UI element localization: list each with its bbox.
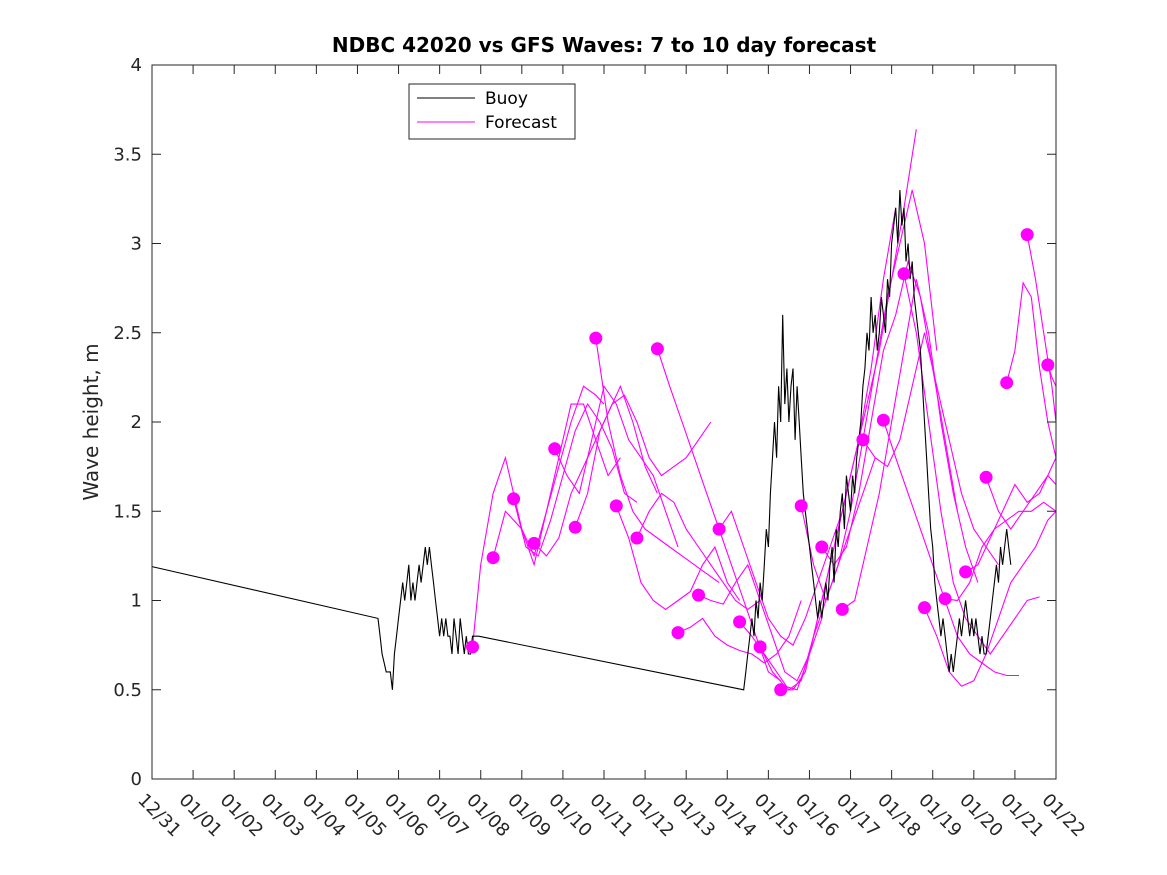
forecast-start-marker: [671, 626, 685, 640]
forecast-line-20: [862, 332, 999, 566]
x-tick-label: 01/13: [668, 790, 720, 842]
forecast-line-11: [677, 600, 802, 664]
forecast-markers: [466, 228, 1055, 697]
forecast-start-marker: [1041, 358, 1055, 372]
x-tick-label: 01/21: [996, 790, 1048, 842]
y-tick-label: 2.5: [113, 323, 142, 344]
x-tick-label: 01/20: [955, 790, 1007, 842]
forecast-start-marker: [774, 683, 788, 697]
forecast-line-19: [841, 279, 979, 610]
forecast-start-marker: [486, 551, 500, 565]
x-tick-label: 01/07: [421, 790, 473, 842]
forecast-line-16: [780, 129, 917, 691]
x-tick-label: 01/01: [175, 790, 227, 842]
x-tick-label: 12/31: [133, 790, 185, 842]
forecast-start-marker: [733, 615, 747, 629]
legend: Buoy Forecast: [408, 83, 576, 140]
forecast-start-marker: [1000, 376, 1014, 390]
forecast-line-23: [923, 510, 1057, 687]
legend-label-buoy: Buoy: [485, 89, 528, 109]
x-tick-label: 01/22: [1037, 790, 1089, 842]
forecast-start-marker: [753, 640, 767, 654]
y-tick-label: 3.5: [113, 144, 142, 165]
forecast-start-marker: [650, 342, 664, 356]
forecast-line-22: [903, 273, 1040, 655]
x-tick-label: 01/04: [298, 790, 350, 842]
x-tick-label: 01/02: [216, 790, 268, 842]
y-tick-label: 2: [131, 412, 142, 433]
forecast-start-marker: [548, 442, 562, 456]
y-tick-label: 1.5: [113, 501, 142, 522]
forecast-start-marker: [959, 565, 973, 579]
forecast-start-marker: [630, 531, 644, 545]
forecast-start-marker: [589, 331, 603, 345]
x-tick-label: 01/09: [503, 790, 555, 842]
forecast-line-12: [698, 563, 823, 682]
x-tick-label: 01/18: [873, 790, 925, 842]
forecast-line-26: [985, 474, 1057, 531]
forecast-line-8: [615, 505, 741, 611]
forecast-start-marker: [897, 267, 911, 281]
forecast-line-17: [800, 189, 938, 603]
forecast-line-3: [513, 402, 638, 557]
forecast-line-6: [574, 394, 712, 528]
y-tick-label: 1: [131, 591, 142, 612]
x-tick-label: 01/16: [791, 790, 843, 842]
forecast-line-7: [595, 338, 720, 584]
forecast-line-21: [882, 420, 1019, 677]
forecast-start-marker: [979, 470, 993, 484]
x-tick-label: 01/17: [832, 790, 884, 842]
x-tick-label: 01/12: [627, 790, 679, 842]
y-axis: 0 0.5 1 1.5 2 2.5 3 3.5 4: [113, 55, 1056, 790]
forecast-line-4: [533, 384, 658, 557]
x-tick-label: 01/03: [257, 790, 309, 842]
forecast-line-13: [718, 510, 843, 646]
forecast-start-marker: [815, 540, 829, 554]
forecast-line-1: [471, 385, 605, 647]
y-tick-label: 4: [131, 55, 142, 76]
x-tick-label: 01/11: [585, 790, 637, 842]
forecast-start-marker: [568, 520, 582, 534]
forecast-start-marker: [692, 588, 705, 602]
buoy-series-line: [151, 189, 1012, 691]
forecast-start-marker: [794, 499, 808, 513]
x-tick-label: 01/19: [914, 790, 966, 842]
forecast-start-marker: [527, 536, 541, 550]
forecast-start-marker: [609, 499, 623, 513]
x-tick-label: 01/14: [709, 790, 761, 842]
x-tick-label: 01/08: [462, 790, 514, 842]
legend-box: [408, 83, 576, 140]
forecast-line-5: [554, 384, 679, 548]
x-tick-label: 01/05: [339, 790, 391, 842]
forecast-start-marker: [835, 602, 849, 616]
forecast-start-marker: [876, 413, 890, 427]
forecast-line-28: [1026, 234, 1057, 423]
y-tick-label: 0.5: [113, 680, 142, 701]
y-tick-label: 3: [131, 234, 142, 255]
forecast-start-marker: [856, 433, 870, 447]
forecast-start-marker: [466, 640, 479, 654]
forecast-start-marker: [938, 592, 952, 606]
forecast-start-marker: [507, 492, 521, 506]
chart-title: NDBC 42020 vs GFS Waves: 7 to 10 day for…: [332, 33, 877, 57]
y-tick-label: 0: [131, 769, 142, 790]
forecast-start-marker: [712, 522, 726, 536]
x-tick-label: 01/15: [750, 790, 802, 842]
x-tick-label: 01/06: [380, 790, 432, 842]
buoy-line: [151, 189, 1012, 691]
y-axis-label: Wave height, m: [79, 343, 103, 500]
x-tick-label: 01/10: [544, 790, 596, 842]
forecast-start-marker: [918, 601, 931, 615]
forecast-start-marker: [1020, 228, 1034, 242]
forecast-line-9: [636, 492, 761, 611]
forecast-line-24: [945, 501, 1057, 602]
legend-label-forecast: Forecast: [485, 113, 557, 133]
